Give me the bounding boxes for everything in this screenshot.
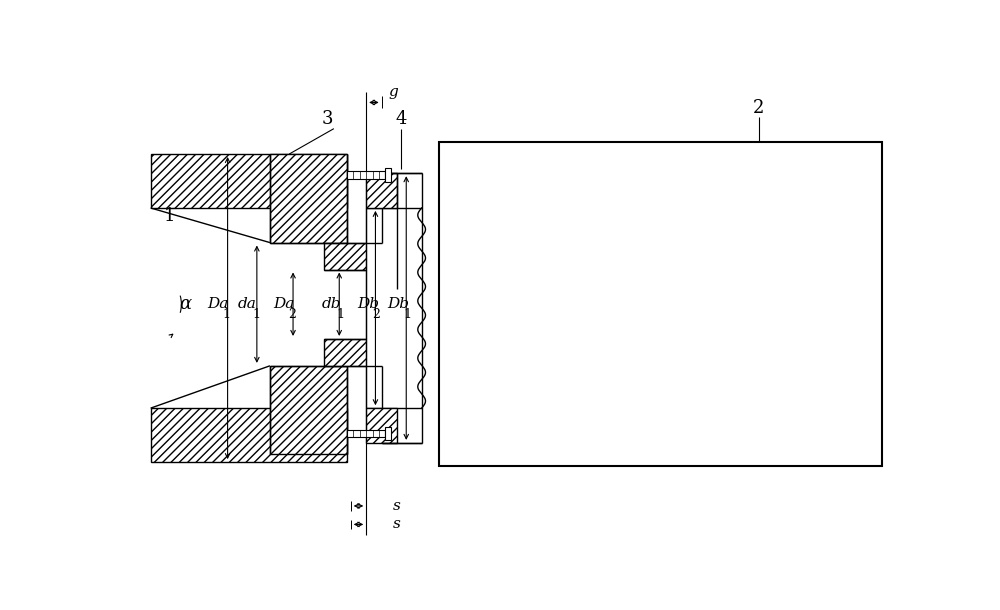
Text: 3: 3 bbox=[322, 110, 333, 128]
Bar bbox=[151, 408, 347, 462]
Text: 1: 1 bbox=[336, 309, 344, 321]
Bar bbox=[366, 408, 397, 443]
Text: s: s bbox=[393, 499, 401, 513]
Text: 1: 1 bbox=[403, 309, 411, 321]
Text: Da: Da bbox=[273, 297, 294, 311]
Text: s: s bbox=[393, 517, 401, 531]
Text: db: db bbox=[322, 297, 341, 311]
Bar bbox=[385, 426, 391, 440]
Bar bbox=[270, 366, 347, 454]
Text: g: g bbox=[388, 85, 398, 99]
Bar bbox=[151, 154, 347, 208]
Bar bbox=[270, 154, 347, 243]
Text: 1: 1 bbox=[252, 309, 260, 321]
Text: α: α bbox=[179, 295, 191, 313]
Bar bbox=[366, 208, 422, 408]
Text: 4: 4 bbox=[395, 110, 407, 128]
Text: Da: Da bbox=[208, 297, 229, 311]
Bar bbox=[324, 339, 382, 366]
Bar bbox=[347, 171, 385, 179]
Text: 2: 2 bbox=[288, 309, 296, 321]
Text: Db: Db bbox=[357, 297, 379, 311]
Text: da: da bbox=[238, 297, 257, 311]
Text: Db: Db bbox=[388, 297, 410, 311]
Bar bbox=[439, 143, 882, 466]
Bar bbox=[324, 243, 382, 270]
Bar bbox=[347, 429, 385, 437]
Text: 1: 1 bbox=[223, 309, 231, 321]
Bar bbox=[366, 173, 397, 208]
Text: 1: 1 bbox=[164, 207, 176, 224]
Text: 2: 2 bbox=[753, 99, 765, 117]
Bar bbox=[385, 168, 391, 182]
Text: 2: 2 bbox=[372, 309, 380, 321]
